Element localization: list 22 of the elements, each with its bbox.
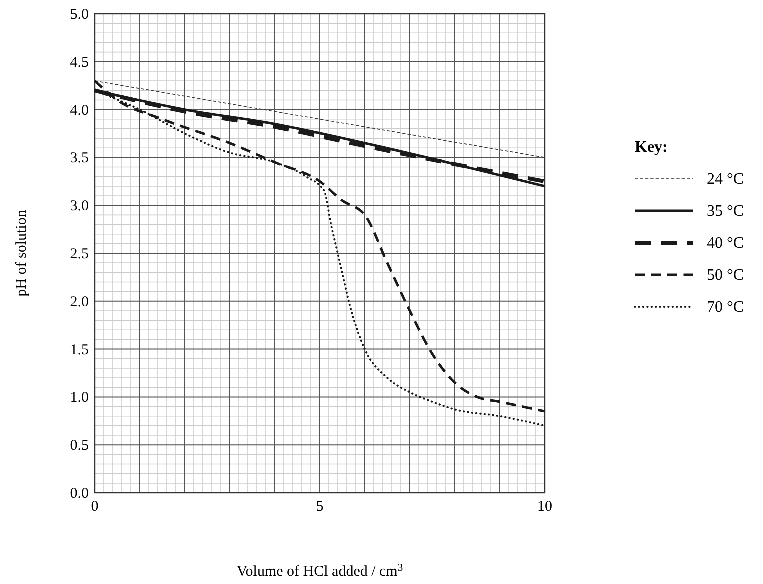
y-tick-label: 4.5	[70, 54, 89, 71]
legend-label: 35 °C	[707, 203, 744, 220]
legend-label: 70 °C	[707, 299, 744, 316]
y-tick-label: 2.5	[70, 246, 89, 262]
y-tick-label: 5.0	[70, 7, 89, 23]
x-tick-label: 0	[91, 499, 99, 515]
y-tick-label: 1.0	[70, 390, 89, 406]
y-tick-label: 0.0	[70, 486, 89, 502]
x-axis-title: Volume of HCl added / cm$^{3}$	[236, 562, 404, 580]
y-tick-label: 0.5	[70, 438, 89, 454]
y-tick-label: 3.0	[70, 198, 89, 215]
x-tick-label: 5	[316, 499, 324, 515]
y-tick-label: 3.5	[70, 150, 89, 167]
y-tick-label: 4.0	[70, 102, 89, 119]
legend-title: Key:	[635, 139, 668, 156]
y-tick-label: 1.5	[70, 342, 89, 358]
legend-label: 50 °C	[707, 267, 744, 284]
x-tick-label: 10	[538, 499, 552, 515]
y-axis-title: pH of solution	[14, 210, 30, 297]
legend-label: 40 °C	[707, 235, 744, 252]
y-tick-label: 2.0	[70, 294, 89, 310]
legend-label: 24 °C	[707, 171, 744, 188]
